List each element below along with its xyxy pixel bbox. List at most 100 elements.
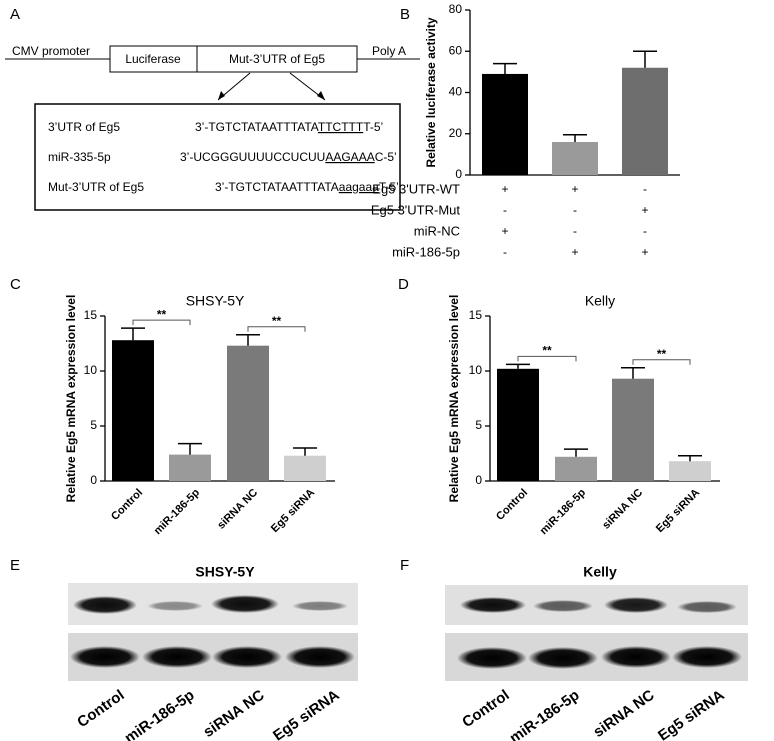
band <box>285 646 355 668</box>
x-tick-label: Control <box>494 487 530 523</box>
condition-sign: - <box>573 203 577 217</box>
condition-sign: - <box>573 224 577 238</box>
panel-label: C <box>10 276 21 293</box>
x-tick-label: Eg5 siRNA <box>654 487 702 535</box>
sequence-prefix: 3’-UCGGGUUUUCCUCUU <box>180 150 325 164</box>
bar <box>169 454 211 481</box>
error-bar <box>621 366 645 379</box>
condition-sign: - <box>503 203 507 217</box>
blot-title: Kelly <box>583 564 617 580</box>
bar <box>612 378 654 481</box>
band <box>528 647 598 669</box>
x-tick-label: siRNA NC <box>600 487 645 532</box>
bar <box>497 368 539 481</box>
condition-label: miR-186-5p <box>392 244 460 259</box>
band <box>147 601 203 611</box>
panel-label: D <box>398 276 409 293</box>
element-label: CMV promoter <box>12 44 90 58</box>
error-bar <box>564 448 588 457</box>
band <box>73 596 137 614</box>
bar <box>555 456 597 481</box>
y-tick-label: 0 <box>475 473 482 487</box>
y-tick-label: 10 <box>84 363 98 377</box>
significance-label: ** <box>157 307 167 321</box>
y-tick-label: 0 <box>455 167 462 181</box>
x-tick-label: Eg5 siRNA <box>269 487 317 535</box>
condition-sign: + <box>571 245 578 259</box>
significance-bracket <box>132 319 191 326</box>
significance-bracket <box>517 355 577 362</box>
sequence-prefix: 3’-TGTCTATAATTTATA <box>215 180 339 194</box>
band <box>601 646 671 668</box>
lane-label: Control <box>74 687 127 732</box>
y-tick-label: 40 <box>449 85 463 99</box>
error-bar <box>506 363 530 369</box>
error-bar <box>493 62 517 74</box>
x-tick-label: miR-186-5p <box>152 486 203 537</box>
panel-label: A <box>10 6 20 23</box>
panel-label: F <box>400 557 409 574</box>
y-axis-label: Relative luciferase activity <box>424 17 438 167</box>
y-tick-label: 15 <box>469 308 483 322</box>
y-tick-label: 5 <box>90 418 97 432</box>
y-tick-label: 60 <box>449 43 463 57</box>
error-bar <box>563 134 587 142</box>
bar <box>227 345 269 481</box>
y-tick-label: 10 <box>469 363 483 377</box>
sequence: 3’-TGTCTATAATTTATATTCTTTT-5’ <box>195 120 383 134</box>
error-bar <box>236 333 260 346</box>
condition-label: miR-NC <box>414 223 460 238</box>
sequence-prefix: 3’-TGTCTATAATTTATA <box>195 120 319 134</box>
band <box>212 646 282 668</box>
sequence-box <box>34 103 401 211</box>
band <box>211 595 279 613</box>
x-tick-label: miR-186-5p <box>538 486 589 537</box>
bar <box>482 73 528 175</box>
bar <box>284 455 326 481</box>
bands <box>70 595 742 669</box>
sequence-name: miR-335-5p <box>48 150 111 164</box>
error-bar <box>121 327 145 341</box>
bar <box>622 67 668 175</box>
band <box>672 646 742 668</box>
binding-site: TTCTTT <box>318 120 364 134</box>
sequence: 3’-UCGGGUUUUCCUCUUAAGAAAC-5’ <box>180 150 397 164</box>
condition-label: Eg5 3'UTR-WT <box>372 181 460 196</box>
band <box>142 646 212 668</box>
significance-label: ** <box>657 347 667 361</box>
chart-title: SHSY-5Y <box>186 293 245 309</box>
sequence-name: Mut-3’UTR of Eg5 <box>48 180 144 194</box>
element-label: Poly A <box>372 44 406 58</box>
condition-sign: - <box>503 245 507 259</box>
lane-label: Eg5 siRNA <box>270 687 343 741</box>
y-tick-label: 20 <box>449 126 463 140</box>
bar <box>552 142 598 175</box>
element-label: Mut-3’UTR of Eg5 <box>229 52 325 66</box>
arrow-head <box>317 91 325 100</box>
bar <box>112 340 154 481</box>
significance-label: ** <box>272 314 282 328</box>
condition-sign: + <box>641 203 648 217</box>
y-tick-label: 80 <box>449 2 463 16</box>
chart-title: Kelly <box>585 293 615 309</box>
panel-label: E <box>10 557 20 574</box>
significance-bracket <box>247 326 306 332</box>
band <box>70 646 140 668</box>
condition-sign: + <box>641 245 648 259</box>
error-bar <box>178 442 202 455</box>
band <box>460 597 526 613</box>
sequence-suffix: T-5’ <box>363 120 383 134</box>
error-bar <box>293 447 317 456</box>
bar <box>669 461 711 481</box>
band <box>292 601 348 611</box>
condition-sign: - <box>643 182 647 196</box>
error-bar <box>633 50 657 68</box>
band <box>677 601 737 613</box>
blot-title: SHSY-5Y <box>195 564 255 580</box>
condition-sign: + <box>501 182 508 196</box>
arrow-head <box>218 91 225 100</box>
y-axis-label: Relative Eg5 mRNA expression level <box>447 295 461 503</box>
x-tick-label: siRNA NC <box>215 487 260 532</box>
sequence: 3’-TGTCTATAATTTATAaagaaaT-5’ <box>215 180 399 194</box>
lane-label: Control <box>459 687 512 732</box>
